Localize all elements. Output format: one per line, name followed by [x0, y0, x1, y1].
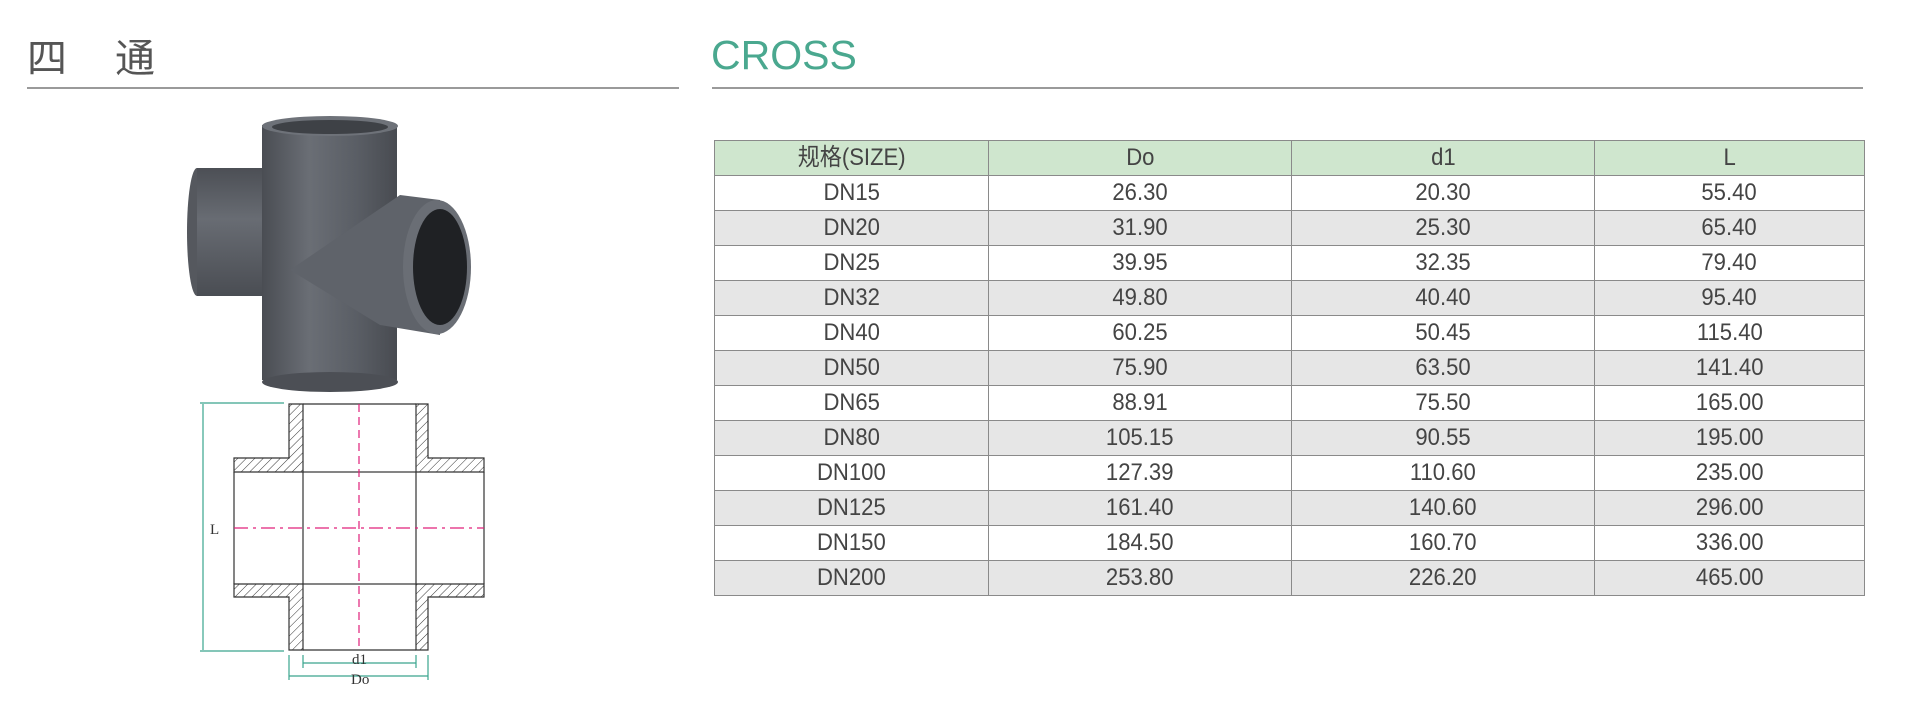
- table-header-row: 规格(SIZE) Do d1 L: [714, 140, 1865, 176]
- table-row: DN25 39.95 32.35 79.40: [714, 245, 1865, 281]
- table-row: DN20 31.90 25.30 65.40: [714, 210, 1865, 246]
- column-header-d1: d1: [1291, 140, 1595, 176]
- page-title-chinese: 四通: [27, 26, 155, 84]
- table-row: DN100 127.39 110.60 235.00: [714, 455, 1865, 491]
- table-cell: 60.25: [988, 315, 1292, 351]
- label-L: L: [210, 522, 219, 538]
- dimensions-table: 规格(SIZE) Do d1 L DN15 26.30 20.30 55.40 DN20…: [714, 140, 1865, 596]
- table-cell: 140.60: [1291, 490, 1595, 526]
- table-cell: 165.00: [1594, 385, 1865, 421]
- column-header-size: 规格(SIZE): [714, 140, 989, 176]
- table-cell: 296.00: [1594, 490, 1865, 526]
- table-cell: DN25: [714, 245, 989, 281]
- table-cell: DN40: [714, 315, 989, 351]
- table-cell: 65.40: [1594, 210, 1865, 246]
- table-cell: 79.40: [1594, 245, 1865, 281]
- divider: [27, 87, 679, 89]
- table-cell: 63.50: [1291, 350, 1595, 386]
- table-cell: DN32: [714, 280, 989, 316]
- divider: [712, 87, 1863, 89]
- table-cell: 141.40: [1594, 350, 1865, 386]
- table-cell: DN20: [714, 210, 989, 246]
- table-cell: 115.40: [1594, 315, 1865, 351]
- table-cell: 55.40: [1594, 175, 1865, 211]
- table-cell: 20.30: [1291, 175, 1595, 211]
- title-char: 四: [27, 36, 67, 82]
- table-cell: DN100: [714, 455, 989, 491]
- table-cell: 31.90: [988, 210, 1292, 246]
- product-illustration: L d1 Do: [187, 116, 485, 688]
- table-cell: 75.90: [988, 350, 1292, 386]
- table-cell: DN125: [714, 490, 989, 526]
- table-cell: 160.70: [1291, 525, 1595, 561]
- label-Do: Do: [351, 672, 369, 688]
- table-cell: 26.30: [988, 175, 1292, 211]
- table-row: DN150 184.50 160.70 336.00: [714, 525, 1865, 561]
- table-cell: 127.39: [988, 455, 1292, 491]
- table-cell: 50.45: [1291, 315, 1595, 351]
- table-cell: 49.80: [988, 280, 1292, 316]
- table-cell: 75.50: [1291, 385, 1595, 421]
- table-row: DN200 253.80 226.20 465.00: [714, 560, 1865, 596]
- page-title-english: CROSS: [711, 32, 857, 78]
- table-cell: 184.50: [988, 525, 1292, 561]
- table-cell: 465.00: [1594, 560, 1865, 596]
- table-row: DN32 49.80 40.40 95.40: [714, 280, 1865, 316]
- label-d1: d1: [352, 652, 367, 668]
- column-header-do: Do: [988, 140, 1292, 176]
- table-cell: 336.00: [1594, 525, 1865, 561]
- table-cell: 110.60: [1291, 455, 1595, 491]
- table-row: DN15 26.30 20.30 55.40: [714, 175, 1865, 211]
- table-cell: DN150: [714, 525, 989, 561]
- table-cell: DN65: [714, 385, 989, 421]
- table-cell: 32.35: [1291, 245, 1595, 281]
- table-cell: 105.15: [988, 420, 1292, 456]
- table-cell: DN200: [714, 560, 989, 596]
- table-cell: 195.00: [1594, 420, 1865, 456]
- table-row: DN80 105.15 90.55 195.00: [714, 420, 1865, 456]
- cross-section-drawing: [200, 402, 485, 680]
- table-cell: 161.40: [988, 490, 1292, 526]
- table-cell: 88.91: [988, 385, 1292, 421]
- table-row: DN125 161.40 140.60 296.00: [714, 490, 1865, 526]
- column-header-l: L: [1594, 140, 1865, 176]
- table-cell: 226.20: [1291, 560, 1595, 596]
- table-row: DN50 75.90 63.50 141.40: [714, 350, 1865, 386]
- table-cell: 95.40: [1594, 280, 1865, 316]
- table-cell: 253.80: [988, 560, 1292, 596]
- table-cell: DN80: [714, 420, 989, 456]
- table-cell: DN15: [714, 175, 989, 211]
- table-cell: 40.40: [1291, 280, 1595, 316]
- table-cell: DN50: [714, 350, 989, 386]
- table-cell: 235.00: [1594, 455, 1865, 491]
- table-cell: 25.30: [1291, 210, 1595, 246]
- pipe-cross-photo: [187, 116, 471, 392]
- title-char: 通: [115, 36, 155, 82]
- table-cell: 39.95: [988, 245, 1292, 281]
- table-row: DN40 60.25 50.45 115.40: [714, 315, 1865, 351]
- table-cell: 90.55: [1291, 420, 1595, 456]
- table-row: DN65 88.91 75.50 165.00: [714, 385, 1865, 421]
